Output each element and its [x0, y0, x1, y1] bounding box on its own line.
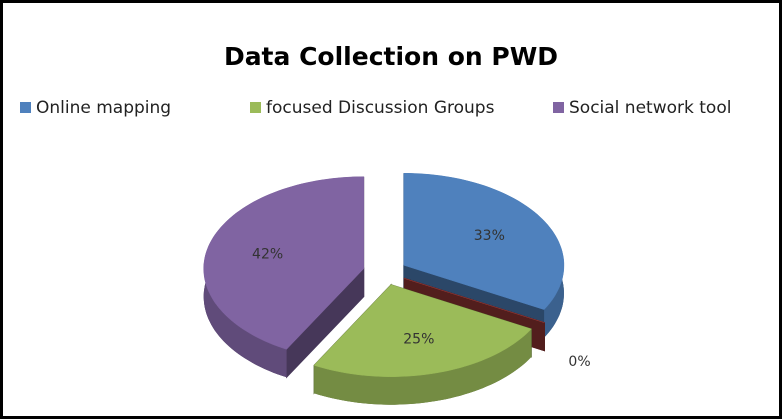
legend-label: Social network tool [569, 98, 731, 118]
data-label: 33% [474, 228, 505, 244]
slice [203, 176, 364, 350]
data-label: 42% [252, 247, 283, 263]
legend-swatch [250, 102, 261, 113]
slice [313, 284, 532, 377]
legend-label: Online mapping [36, 98, 171, 118]
legend-swatch [553, 102, 564, 113]
slice-edge [314, 329, 532, 405]
legend-label: focused Discussion Groups [266, 98, 495, 118]
chart-title: Data Collection on PWD [224, 42, 558, 71]
slice [404, 278, 545, 323]
slice [403, 173, 565, 310]
data-label: 25% [403, 331, 434, 347]
data-label: 0% [568, 354, 590, 370]
legend-swatch [20, 102, 31, 113]
